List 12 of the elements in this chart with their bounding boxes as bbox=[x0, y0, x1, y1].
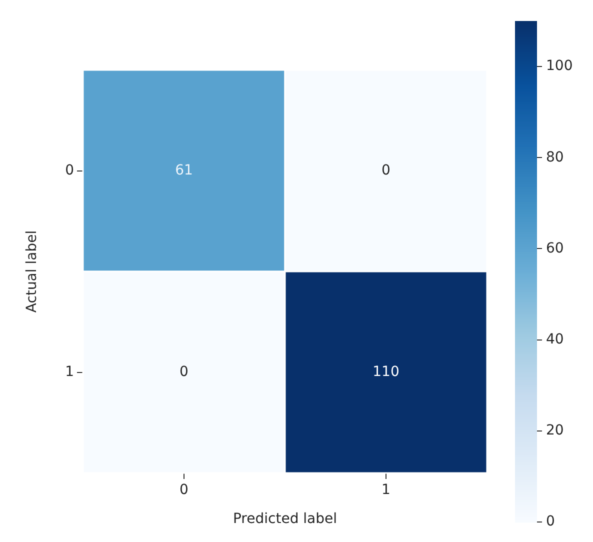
data-label: 110 bbox=[372, 364, 400, 380]
y-axis-title: Actual label bbox=[24, 230, 40, 313]
data-label: 61 bbox=[175, 162, 193, 178]
color-bar-label: 80 bbox=[546, 149, 564, 166]
color-bar-label: 40 bbox=[546, 331, 564, 348]
data-label: 0 bbox=[180, 364, 188, 380]
color-bar-label: 100 bbox=[546, 58, 573, 74]
data-label: 0 bbox=[382, 162, 390, 178]
x-axis-title: Predicted label bbox=[232, 511, 338, 528]
color-bar-label: 60 bbox=[546, 240, 564, 256]
color-bar-label: 20 bbox=[546, 422, 564, 439]
color-bar-label: 0 bbox=[546, 514, 555, 530]
